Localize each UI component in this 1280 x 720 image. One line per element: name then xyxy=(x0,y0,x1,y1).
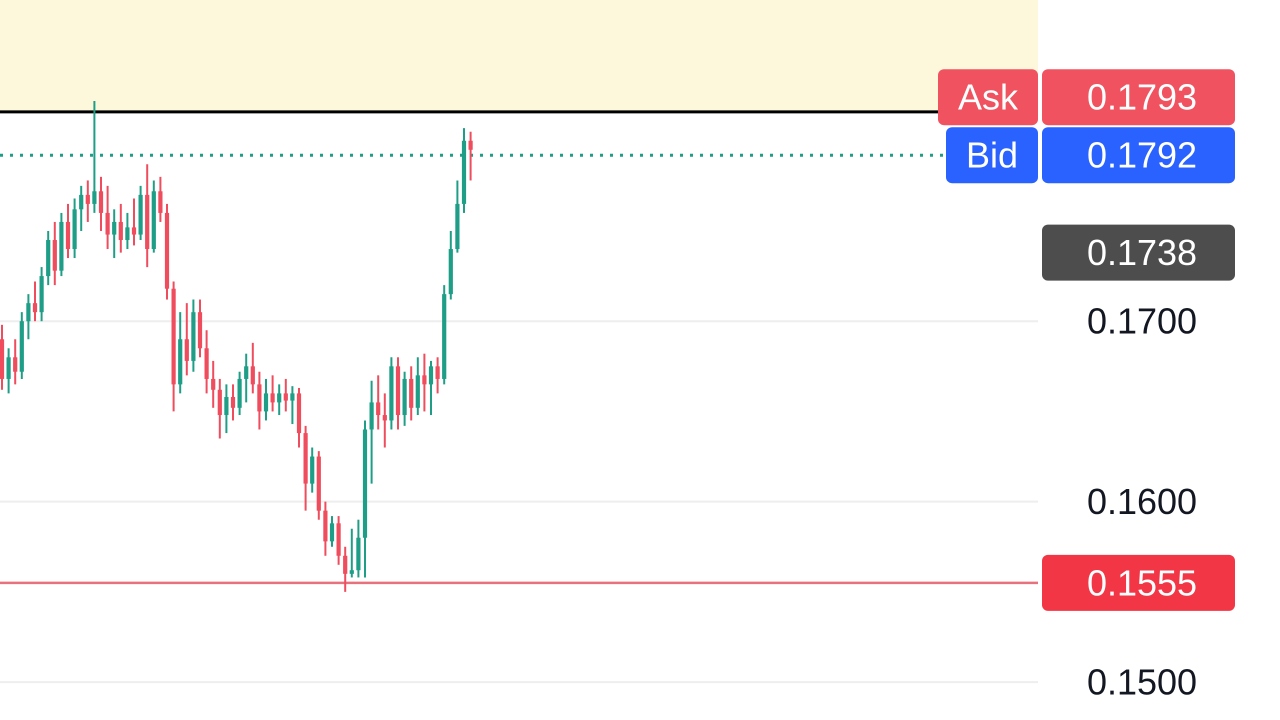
candle-body xyxy=(171,288,176,385)
candle-body xyxy=(303,433,308,484)
candle-body xyxy=(316,456,321,511)
candle-body xyxy=(349,570,354,574)
y-tick-label: 0.1700 xyxy=(1087,301,1197,342)
candle-body xyxy=(369,402,374,430)
candle-body xyxy=(13,357,18,372)
candle-body xyxy=(151,191,156,250)
price-marker-value: 0.1793 xyxy=(1087,77,1197,118)
candle-body xyxy=(415,375,420,408)
candle-body xyxy=(395,366,401,416)
candle-body xyxy=(382,415,387,421)
candle-body xyxy=(52,240,57,271)
candle-body xyxy=(468,140,473,150)
candle-body xyxy=(263,393,269,412)
candle-body xyxy=(422,375,427,385)
candle-body xyxy=(145,194,150,250)
price-marker: 0.1555 xyxy=(1042,554,1235,611)
candle-body xyxy=(19,321,24,372)
candle-body xyxy=(461,140,467,204)
candle-body xyxy=(6,357,11,379)
price-marker-box xyxy=(1042,127,1235,184)
candle-body xyxy=(65,221,71,250)
candle-body xyxy=(79,194,84,210)
candle-body xyxy=(310,456,315,484)
price-marker-box xyxy=(1042,224,1235,281)
candle-body xyxy=(39,276,44,313)
candle-body xyxy=(389,366,394,421)
price-marker-box xyxy=(1042,69,1235,126)
highlight-zone xyxy=(0,0,1038,112)
candle-body xyxy=(409,378,414,408)
y-tick-label: 0.1600 xyxy=(1087,481,1197,522)
candle-body xyxy=(204,348,209,379)
candle-body xyxy=(131,227,137,235)
candle-body xyxy=(197,312,203,349)
candle-body xyxy=(164,212,170,289)
price-marker-value: 0.1738 xyxy=(1087,232,1197,273)
y-tick-label: 0.1500 xyxy=(1087,662,1197,703)
candle-body xyxy=(184,339,189,361)
candle-body xyxy=(46,240,51,277)
candle-body xyxy=(455,203,460,250)
candle-body xyxy=(244,366,249,379)
candle-body xyxy=(257,384,262,412)
candle-body xyxy=(0,339,5,379)
price-marker-value: 0.1555 xyxy=(1087,562,1197,603)
candle-body xyxy=(290,393,295,401)
candle-body xyxy=(356,537,361,571)
candle-body xyxy=(442,294,447,379)
candle-body xyxy=(296,393,302,434)
candle-body xyxy=(98,191,104,213)
candle-body xyxy=(138,194,143,235)
candle-body xyxy=(336,523,341,556)
candle-body xyxy=(178,339,183,385)
candle-body xyxy=(125,227,130,240)
price-marker-name-box xyxy=(946,127,1038,184)
candle-body xyxy=(224,396,229,416)
price-marker-name-box xyxy=(938,69,1038,126)
price-marker-name: Ask xyxy=(958,77,1019,118)
price-marker: 0.1793 Ask xyxy=(938,69,1235,126)
candle-body xyxy=(277,393,282,403)
candle-body xyxy=(191,312,196,361)
candle-body xyxy=(92,191,97,204)
price-marker-name: Bid xyxy=(966,135,1018,176)
candle-body xyxy=(376,402,381,416)
candle-body xyxy=(118,221,123,240)
candle-body xyxy=(402,378,407,416)
price-marker: 0.1792 Bid xyxy=(946,127,1235,184)
candle-body xyxy=(158,191,163,213)
price-marker-box xyxy=(1042,554,1235,611)
candle-body xyxy=(250,366,255,385)
candle-body xyxy=(237,378,242,408)
candle-body xyxy=(283,393,288,401)
price-marker: 0.1738 xyxy=(1042,224,1235,281)
candle-body xyxy=(362,429,368,538)
price-marker-value: 0.1792 xyxy=(1087,135,1197,176)
candle-body xyxy=(343,555,348,574)
candle-body xyxy=(435,366,440,379)
candle-body xyxy=(230,396,236,408)
candle-body xyxy=(105,212,110,235)
candle-body xyxy=(72,209,77,250)
candle-body xyxy=(211,378,216,390)
candle-body xyxy=(59,221,64,271)
candle-body xyxy=(329,523,335,542)
candle-body xyxy=(217,389,222,416)
candle-body xyxy=(448,249,453,295)
candle-body xyxy=(270,393,275,403)
candle-body xyxy=(26,303,31,322)
candle-body xyxy=(32,303,38,313)
candle-body xyxy=(85,194,90,204)
candle-body xyxy=(112,221,117,235)
candle-body xyxy=(323,510,328,542)
candle-body xyxy=(428,366,434,385)
